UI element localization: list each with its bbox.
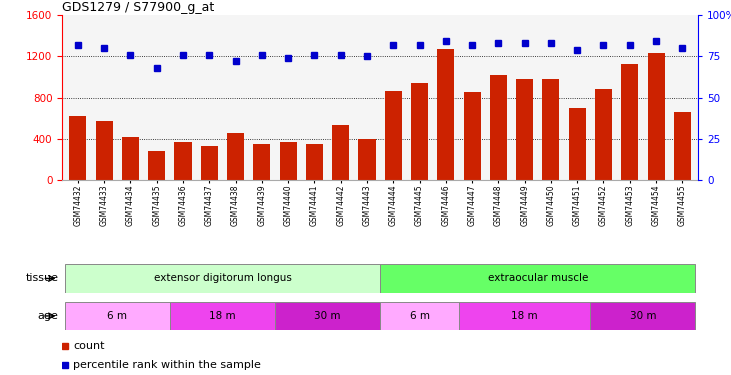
Bar <box>227 133 244 180</box>
Bar <box>170 302 275 330</box>
Text: 18 m: 18 m <box>209 311 236 321</box>
Bar <box>621 64 638 180</box>
Text: age: age <box>37 311 58 321</box>
Text: percentile rank within the sample: percentile rank within the sample <box>73 360 261 369</box>
Bar <box>595 89 612 180</box>
Bar <box>65 264 380 292</box>
Text: tissue: tissue <box>26 273 58 284</box>
Bar <box>437 49 455 180</box>
Bar <box>148 151 165 180</box>
Bar <box>463 92 481 180</box>
Bar <box>490 75 507 180</box>
Bar <box>69 116 86 180</box>
Bar <box>201 146 218 180</box>
Bar <box>122 137 139 180</box>
Bar <box>65 302 170 330</box>
Text: count: count <box>73 341 105 351</box>
Bar <box>275 302 380 330</box>
Bar <box>380 264 695 292</box>
Bar <box>279 142 297 180</box>
Text: extensor digitorum longus: extensor digitorum longus <box>154 273 292 284</box>
Bar <box>674 112 691 180</box>
Text: 6 m: 6 m <box>107 311 127 321</box>
Text: GDS1279 / S77900_g_at: GDS1279 / S77900_g_at <box>62 1 214 14</box>
Bar <box>332 125 349 180</box>
Bar <box>459 302 591 330</box>
Text: extraocular muscle: extraocular muscle <box>488 273 588 284</box>
Text: 30 m: 30 m <box>314 311 341 321</box>
Bar <box>648 53 664 180</box>
Bar <box>591 302 695 330</box>
Bar <box>175 142 192 180</box>
Bar <box>96 121 113 180</box>
Text: 6 m: 6 m <box>409 311 430 321</box>
Text: 18 m: 18 m <box>512 311 538 321</box>
Bar <box>569 108 586 180</box>
Bar <box>411 83 428 180</box>
Text: 30 m: 30 m <box>629 311 656 321</box>
Bar <box>516 79 533 180</box>
Bar <box>380 302 459 330</box>
Bar <box>358 139 376 180</box>
Bar <box>542 79 559 180</box>
Bar <box>385 92 402 180</box>
Bar <box>254 144 270 180</box>
Bar <box>306 144 323 180</box>
